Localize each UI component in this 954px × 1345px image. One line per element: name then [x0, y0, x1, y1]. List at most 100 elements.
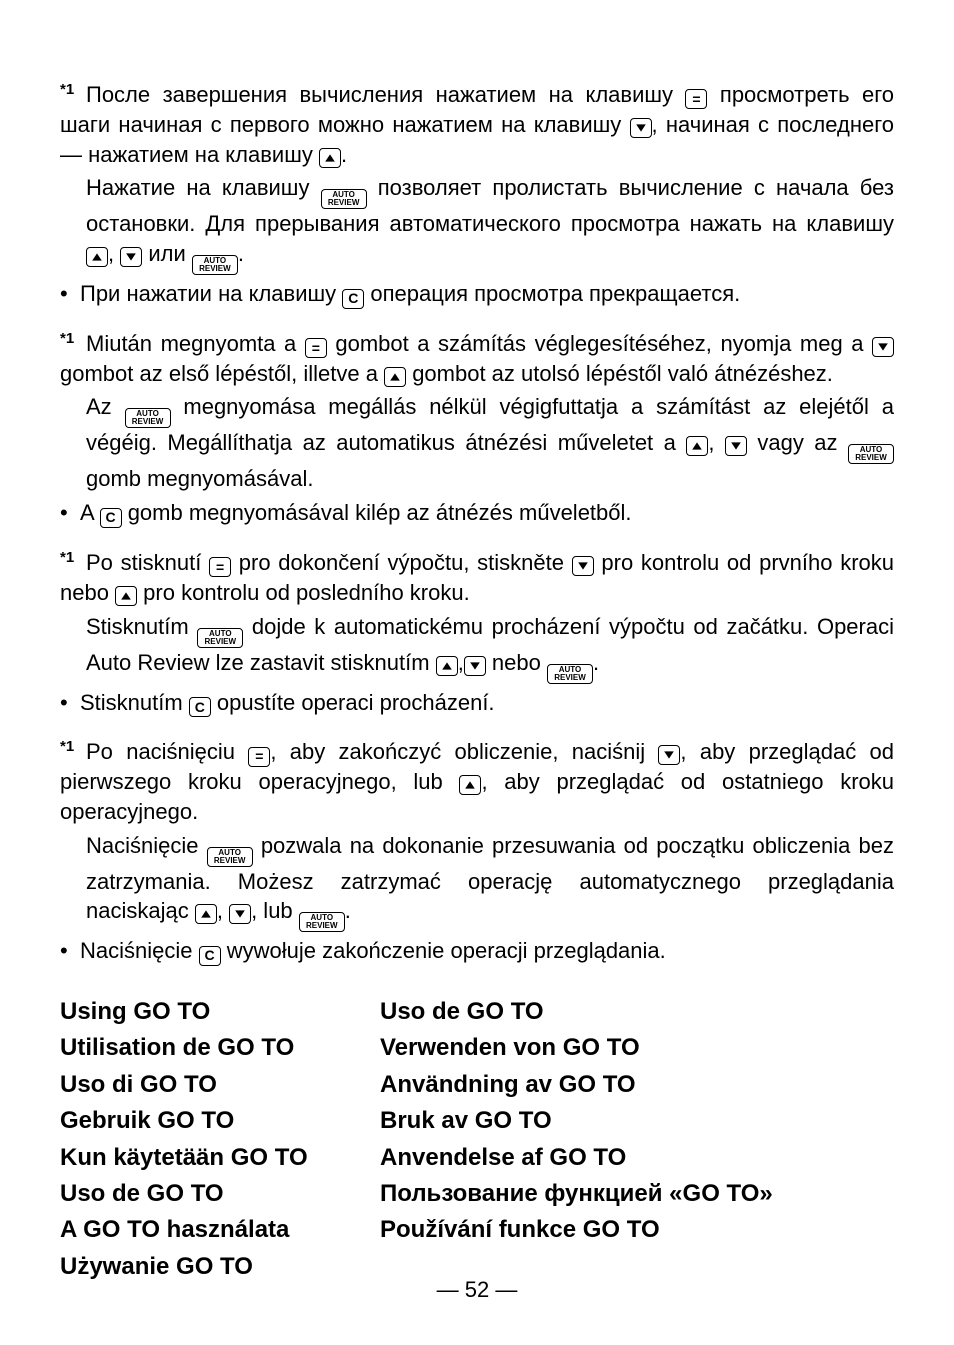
c-key: C — [189, 697, 211, 717]
down-key — [120, 247, 142, 267]
text: pro kontrolu od posledního kroku. — [137, 580, 470, 605]
ru-para2: Нажатие на клавишу AUTOREVIEW позволяет … — [60, 173, 894, 275]
pl-para1: *1 Po naciśnięciu =, aby zakończyć oblicz… — [60, 737, 894, 826]
c-key: C — [199, 946, 221, 966]
footnote-marker: *1 — [60, 81, 74, 98]
up-key — [115, 586, 137, 606]
text: Stisknutím — [86, 614, 197, 639]
auto-review-key: AUTOREVIEW — [299, 912, 345, 932]
bullet-icon: • — [60, 688, 80, 718]
section-ru: *1 После завершения вычисления нажатием н… — [60, 80, 894, 309]
heading: Uso di GO TO — [60, 1069, 350, 1101]
text: gombot a számítás véglegesítéséhez, nyom… — [327, 331, 872, 356]
text: Stisknutím C opustíte operaci procházení… — [80, 688, 894, 718]
c-key: C — [100, 508, 122, 528]
ru-para1: *1 После завершения вычисления нажатием н… — [60, 80, 894, 169]
text: или — [142, 241, 192, 266]
cz-para2: Stisknutím AUTOREVIEW dojde k automatick… — [60, 612, 894, 684]
up-key — [86, 247, 108, 267]
text: , — [217, 898, 229, 923]
section-cz: *1 Po stisknutí = pro dokončení výpočtu, … — [60, 548, 894, 717]
text: Нажатие на клавишу — [86, 175, 321, 200]
headings-left-col: Using GO TO Utilisation de GO TO Uso di … — [60, 996, 350, 1287]
auto-review-key: AUTOREVIEW — [547, 664, 593, 684]
text: pro dokončení výpočtu, stiskněte — [231, 550, 572, 575]
heading: A GO TO használata — [60, 1214, 350, 1246]
heading: Verwenden von GO TO — [380, 1032, 773, 1064]
heading: Anvendelse af GO TO — [380, 1142, 773, 1174]
heading: Gebruik GO TO — [60, 1105, 350, 1137]
text: Po naciśnięciu — [86, 739, 248, 764]
auto-review-key: AUTOREVIEW — [321, 189, 367, 209]
text: . — [238, 241, 244, 266]
hu-bullet: • A C gomb megnyomásával kilép az átnézé… — [60, 498, 894, 528]
equals-key: = — [685, 89, 707, 109]
footnote-marker: *1 — [60, 330, 74, 347]
down-key — [872, 337, 894, 357]
bullet-icon: • — [60, 936, 80, 966]
page: *1 После завершения вычисления нажатием н… — [0, 0, 954, 1345]
down-key — [572, 556, 594, 576]
text: gombot az utolsó lépéstől való átnézéshe… — [406, 361, 833, 386]
up-key — [459, 775, 481, 795]
up-key — [436, 656, 458, 676]
section-pl: *1 Po naciśnięciu =, aby zakończyć oblicz… — [60, 737, 894, 966]
up-key — [384, 367, 406, 387]
equals-key: = — [248, 747, 270, 767]
text: . — [593, 650, 599, 675]
text: , — [708, 430, 725, 455]
cz-para1: *1 Po stisknutí = pro dokončení výpočtu, … — [60, 548, 894, 608]
auto-review-key: AUTOREVIEW — [848, 444, 894, 464]
up-key — [686, 436, 708, 456]
text: После завершения вычисления нажатием на … — [86, 82, 685, 107]
text: gomb megnyomásával. — [86, 466, 313, 491]
heading: Using GO TO — [60, 996, 350, 1028]
heading: Uso de GO TO — [380, 996, 773, 1028]
text: vagy az — [747, 430, 848, 455]
auto-review-key: AUTOREVIEW — [207, 847, 253, 867]
down-key — [658, 745, 680, 765]
heading: Bruk av GO TO — [380, 1105, 773, 1137]
footnote-marker: *1 — [60, 549, 74, 566]
footnote-marker: *1 — [60, 738, 74, 755]
headings-right-col: Uso de GO TO Verwenden von GO TO Användn… — [380, 996, 773, 1287]
up-key — [195, 904, 217, 924]
cz-bullet: • Stisknutím C opustíte operaci procháze… — [60, 688, 894, 718]
page-number: — 52 — — [0, 1275, 954, 1305]
text: nebo — [486, 650, 547, 675]
bullet-icon: • — [60, 279, 80, 309]
auto-review-key: AUTOREVIEW — [125, 408, 171, 428]
text: Naciśnięcie C wywołuje zakończenie opera… — [80, 936, 894, 966]
ru-bullet: • При нажатии на клавишу C операция прос… — [60, 279, 894, 309]
down-key — [229, 904, 251, 924]
text: , lub — [251, 898, 299, 923]
down-key — [464, 656, 486, 676]
auto-review-key: AUTOREVIEW — [197, 628, 243, 648]
heading: Пользование функцией «GO TO» — [380, 1178, 773, 1210]
section-hu: *1 Miután megnyomta a = gombot a számítás… — [60, 329, 894, 528]
auto-review-key: AUTOREVIEW — [192, 255, 238, 275]
text: Az — [86, 394, 125, 419]
equals-key: = — [209, 557, 231, 577]
up-key — [319, 148, 341, 168]
heading: Uso de GO TO — [60, 1178, 350, 1210]
text: , — [458, 650, 464, 675]
heading: Användning av GO TO — [380, 1069, 773, 1101]
text: , aby zakończyć obliczenie, naciśnij — [270, 739, 658, 764]
pl-para2: Naciśnięcie AUTOREVIEW pozwala na dokona… — [60, 831, 894, 933]
heading: Používání funkce GO TO — [380, 1214, 773, 1246]
text: . — [341, 142, 347, 167]
text: . — [345, 898, 351, 923]
equals-key: = — [305, 338, 327, 358]
goto-headings: Using GO TO Utilisation de GO TO Uso di … — [60, 996, 894, 1287]
hu-para2: Az AUTOREVIEW megnyomása megállás nélkül… — [60, 392, 894, 494]
text: Po stisknutí — [86, 550, 209, 575]
text: gombot az első lépéstől, illetve a — [60, 361, 384, 386]
text: A C gomb megnyomásával kilép az átnézés … — [80, 498, 894, 528]
text: Miután megnyomta a — [86, 331, 305, 356]
down-key — [630, 118, 652, 138]
down-key — [725, 436, 747, 456]
text: При нажатии на клавишу C операция просмо… — [80, 279, 894, 309]
heading: Kun käytetään GO TO — [60, 1142, 350, 1174]
text: Naciśnięcie — [86, 833, 207, 858]
